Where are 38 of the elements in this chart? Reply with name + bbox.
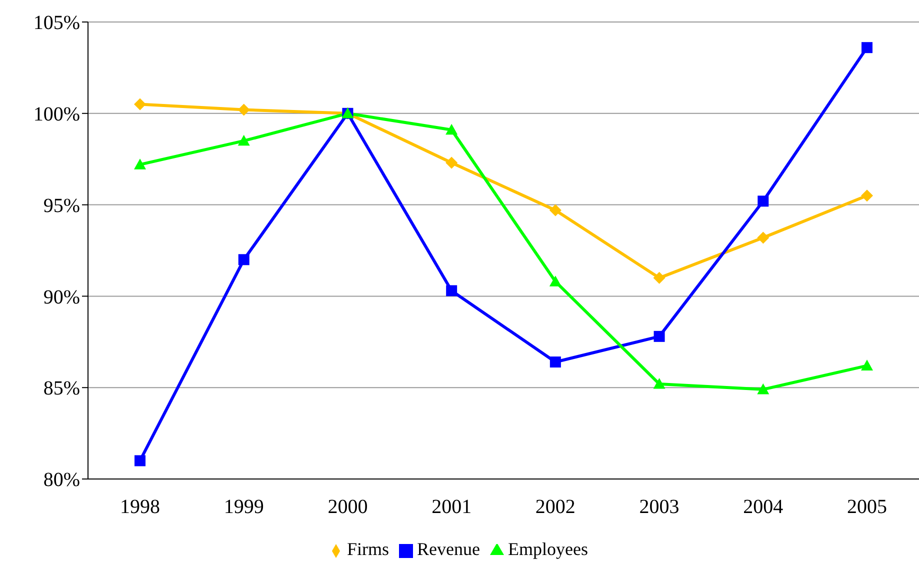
x-tick-label: 2002	[535, 496, 576, 518]
x-tick-label: 1999	[224, 496, 264, 518]
point	[238, 134, 250, 146]
point	[446, 124, 458, 135]
legend-label: Revenue	[417, 539, 480, 559]
x-tick-label: 1998	[120, 496, 160, 518]
point	[446, 156, 458, 169]
point	[653, 378, 666, 389]
y-tick-label: 95%	[43, 194, 80, 217]
x-tick-label: 2001	[432, 496, 472, 518]
y-tick-label: 100%	[33, 104, 80, 126]
point	[134, 158, 146, 170]
y-tick-label: 85%	[43, 378, 80, 400]
x-tick-label: 2004	[743, 496, 784, 518]
y-tick-label: 105%	[33, 12, 80, 34]
point	[550, 356, 561, 368]
point	[549, 276, 562, 286]
point	[757, 383, 770, 394]
point	[549, 204, 562, 216]
point	[862, 42, 872, 54]
x-tick-label: 2005	[847, 496, 887, 518]
y-tick-label: 90%	[43, 286, 80, 308]
point	[861, 360, 873, 370]
point	[861, 190, 873, 202]
point	[134, 455, 146, 466]
legend-label: Employees	[508, 539, 588, 559]
point	[238, 104, 250, 116]
x-tick-label: 2003	[639, 496, 680, 518]
legend-label: Firms	[347, 539, 390, 559]
point	[757, 232, 770, 244]
point	[238, 254, 250, 266]
point	[758, 196, 769, 207]
point	[653, 272, 666, 284]
x-tick-label: 2000	[328, 496, 368, 518]
y-tick-label: 80%	[43, 469, 80, 492]
point	[134, 98, 146, 110]
point	[654, 330, 665, 342]
point	[446, 285, 458, 296]
